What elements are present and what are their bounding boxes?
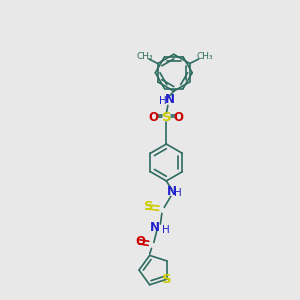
Text: N: N [167, 185, 177, 198]
Text: H: H [160, 96, 167, 106]
Text: CH₃: CH₃ [136, 52, 153, 61]
Text: H: H [174, 188, 182, 197]
Text: N: N [150, 221, 160, 234]
Text: S: S [144, 200, 154, 213]
Text: S: S [162, 111, 172, 124]
Text: H: H [162, 225, 169, 235]
Text: S: S [162, 273, 172, 286]
Text: O: O [136, 235, 146, 248]
Text: O: O [174, 111, 184, 124]
Text: N: N [165, 93, 175, 106]
Text: O: O [149, 111, 159, 124]
Text: CH₃: CH₃ [196, 52, 213, 61]
